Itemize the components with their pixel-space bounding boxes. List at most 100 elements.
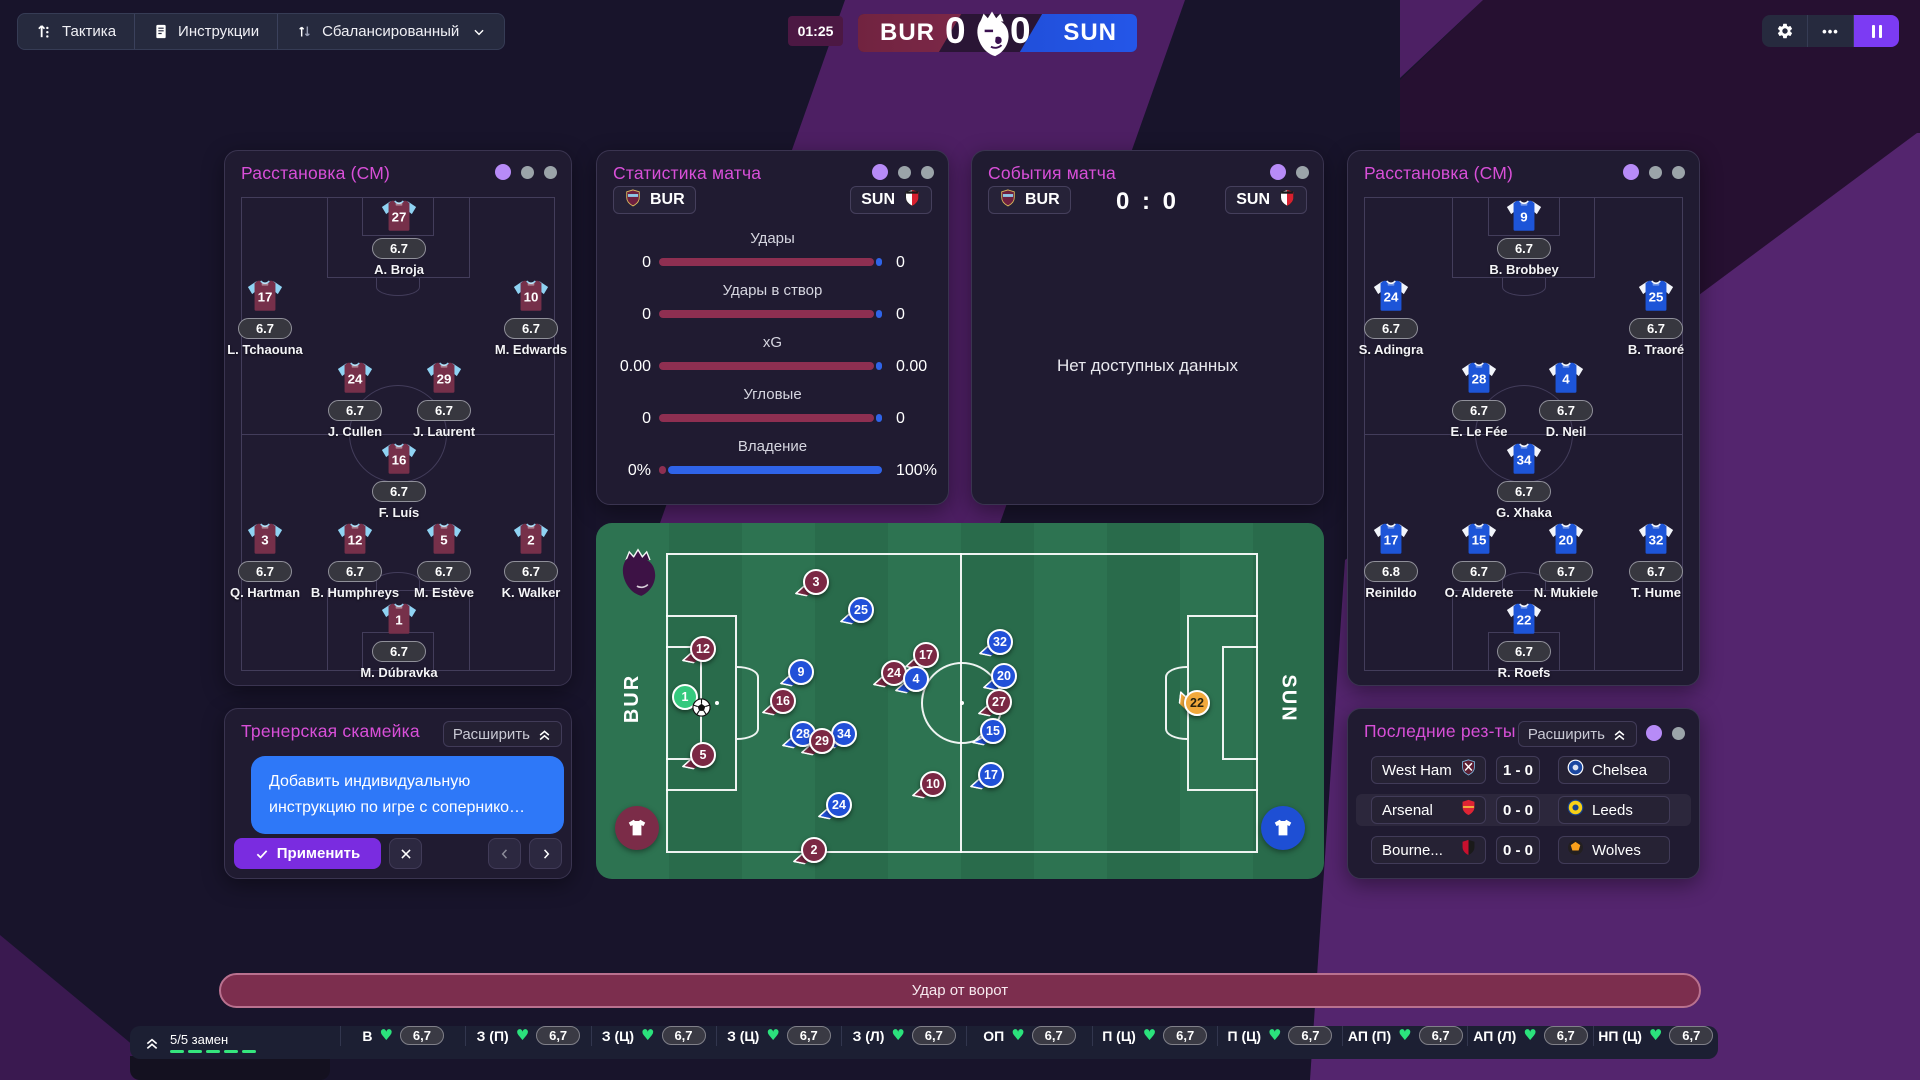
pitch-player-sun-20[interactable]: 20	[991, 663, 1017, 689]
formation-player-sun-20[interactable]: 20 6.7 N. Mukiele	[1501, 522, 1631, 600]
mentality-dropdown[interactable]: Сбалансированный	[278, 14, 504, 49]
mini-pitch	[241, 197, 555, 671]
formation-player-sun-17[interactable]: 17 6.8 Reinildo	[1326, 522, 1456, 600]
player-rating: 6.7	[238, 561, 292, 582]
panel-dot-purple[interactable]	[1270, 164, 1286, 180]
result-row[interactable]: West Ham 1 - 0 Chelsea	[1356, 754, 1691, 786]
instructions-button[interactable]: Инструкции	[135, 14, 279, 49]
formation-player-sun-34[interactable]: 34 6.7 G. Xhaka	[1459, 442, 1589, 520]
rating-item-ОП[interactable]: ОП ♥ 6,7	[966, 1026, 1091, 1046]
stat-label: Удары	[750, 230, 795, 247]
formation-player-bur-27[interactable]: 27 6.7 A. Broja	[334, 199, 464, 277]
substitutions-summary[interactable]: 5/5 замен	[130, 1032, 340, 1053]
formation-player-bur-1[interactable]: 1 6.7 M. Dúbravka	[334, 602, 464, 680]
formation-player-bur-3[interactable]: 3 6.7 Q. Hartman	[200, 522, 330, 600]
formation-player-bur-10[interactable]: 10 6.7 M. Edwards	[466, 279, 596, 357]
panel-dot-grey[interactable]	[521, 165, 534, 179]
player-shirt-icon: 3	[247, 523, 283, 554]
formation-player-sun-25[interactable]: 25 6.7 B. Traoré	[1591, 279, 1721, 357]
dismiss-button[interactable]	[389, 838, 422, 869]
player-rating: 6.7	[372, 641, 426, 662]
rating-item-АП (Л)[interactable]: АП (Л) ♥ 6,7	[1467, 1026, 1592, 1046]
pitch-player-bur-5[interactable]: 5	[690, 742, 716, 768]
result-row[interactable]: Bourne... 0 - 0 Wolves	[1356, 834, 1691, 866]
prev-suggestion-button[interactable]	[488, 838, 521, 869]
formation-player-bur-17[interactable]: 17 6.7 L. Tchaouna	[200, 279, 330, 357]
pitch-player-sun-34[interactable]: 34	[831, 721, 857, 747]
pause-button[interactable]	[1854, 15, 1899, 47]
stat-label: xG	[762, 334, 783, 351]
rating-item-З (Л)[interactable]: З (Л) ♥ 6,7	[841, 1026, 966, 1046]
settings-button[interactable]	[1762, 15, 1808, 47]
panel-dot-grey[interactable]	[898, 165, 911, 179]
pitch-player-bur-10[interactable]: 10	[920, 771, 946, 797]
formation-player-sun-4[interactable]: 4 6.7 D. Neil	[1501, 361, 1631, 439]
formation-player-bur-5[interactable]: 5 6.7 M. Estève	[379, 522, 509, 600]
panel-dot-grey[interactable]	[1672, 165, 1685, 179]
pitch-player-bur-12[interactable]: 12	[690, 636, 716, 662]
home-subs-button[interactable]	[615, 806, 659, 850]
pitch-player-bur-2[interactable]: 2	[801, 837, 827, 863]
pitch-player-sun-24[interactable]: 24	[826, 792, 852, 818]
events-score: 0 : 0	[1115, 188, 1180, 215]
rating-item-АП (П)[interactable]: АП (П) ♥ 6,7	[1342, 1026, 1467, 1046]
formation-player-sun-24[interactable]: 24 6.7 S. Adingra	[1326, 279, 1456, 357]
rating-item-П (Ц)[interactable]: П (Ц) ♥ 6,7	[1216, 1026, 1342, 1046]
pitch-player-bur-29[interactable]: 29	[809, 728, 835, 754]
more-options-button[interactable]: •••	[1808, 15, 1854, 47]
stat-home-value: 0	[642, 254, 651, 271]
pitch-player-bur-27[interactable]: 27	[986, 689, 1012, 715]
apply-button[interactable]: Применить	[234, 838, 381, 869]
results-expand-button[interactable]: Расширить	[1517, 721, 1637, 747]
formation-player-sun-32[interactable]: 32 6.7 T. Hume	[1591, 522, 1721, 600]
rating-item-НП (Ц)[interactable]: НП (Ц) ♥ 6,7	[1592, 1026, 1718, 1046]
bench-expand-button[interactable]: Расширить	[442, 721, 562, 747]
player-shirt-icon: 20	[1548, 523, 1584, 554]
stat-away-value: 100%	[896, 462, 937, 479]
formation-player-bur-29[interactable]: 29 6.7 J. Laurent	[379, 361, 509, 439]
panel-dot-grey[interactable]	[1296, 165, 1309, 179]
pitch-player-gk-home-1[interactable]: 1	[672, 684, 698, 710]
formation-player-sun-9[interactable]: 9 6.7 B. Brobbey	[1459, 199, 1589, 277]
formation-player-bur-16[interactable]: 16 6.7 F. Luís	[334, 442, 464, 520]
result-home-team: Arsenal	[1371, 796, 1486, 824]
rating-item-З (П)[interactable]: З (П) ♥ 6,7	[465, 1026, 590, 1046]
rating-item-З (Ц)[interactable]: З (Ц) ♥ 6,7	[590, 1026, 716, 1046]
away-subs-button[interactable]	[1261, 806, 1305, 850]
pitch-player-bur-16[interactable]: 16	[770, 688, 796, 714]
panel-dot-purple[interactable]	[1646, 725, 1662, 741]
formation-player-sun-28[interactable]: 28 6.7 E. Le Fée	[1414, 361, 1544, 439]
close-icon	[400, 848, 411, 859]
stat-row-5: 0% 100%	[597, 462, 948, 481]
tactics-button[interactable]: Тактика	[18, 14, 136, 49]
formation-player-sun-22[interactable]: 22 6.7 R. Roefs	[1459, 602, 1589, 680]
pitch-player-sun-32[interactable]: 32	[987, 629, 1013, 655]
formation-player-bur-24[interactable]: 24 6.7 J. Cullen	[290, 361, 420, 439]
formation-player-bur-2[interactable]: 2 6.7 K. Walker	[466, 522, 596, 600]
pitch-player-sun-17[interactable]: 17	[978, 762, 1004, 788]
panel-dot-grey[interactable]	[544, 165, 557, 179]
pitch-player-bur-17[interactable]: 17	[913, 642, 939, 668]
panel-dot-grey[interactable]	[921, 165, 934, 179]
result-away-team: Leeds	[1558, 796, 1670, 824]
panel-dot-purple[interactable]	[1623, 164, 1639, 180]
pitch-player-sun-4[interactable]: 4	[903, 666, 929, 692]
formation-player-sun-15[interactable]: 15 6.7 O. Alderete	[1414, 522, 1544, 600]
panel-dot-purple[interactable]	[495, 164, 511, 180]
next-suggestion-button[interactable]	[529, 838, 562, 869]
rating-item-В[interactable]: В ♥ 6,7	[340, 1026, 465, 1046]
stat-label: Удары в створ	[722, 282, 823, 299]
formation-player-bur-12[interactable]: 12 6.7 B. Humphreys	[290, 522, 420, 600]
pitch-player-sun-9[interactable]: 9	[788, 659, 814, 685]
pitch-player-gk-away-22[interactable]: 22	[1184, 690, 1210, 716]
panel-dot-grey[interactable]	[1649, 165, 1662, 179]
pitch-player-sun-25[interactable]: 25	[848, 597, 874, 623]
rating-item-З (Ц)[interactable]: З (Ц) ♥ 6,7	[715, 1026, 841, 1046]
pitch-player-sun-15[interactable]: 15	[980, 718, 1006, 744]
panel-dot-purple[interactable]	[872, 164, 888, 180]
result-row[interactable]: Arsenal 0 - 0 Leeds	[1356, 794, 1691, 826]
position-label: АП (Л)	[1473, 1027, 1517, 1044]
pitch-player-bur-3[interactable]: 3	[803, 569, 829, 595]
rating-item-П (Ц)[interactable]: П (Ц) ♥ 6,7	[1091, 1026, 1217, 1046]
panel-dot-grey[interactable]	[1672, 726, 1685, 740]
